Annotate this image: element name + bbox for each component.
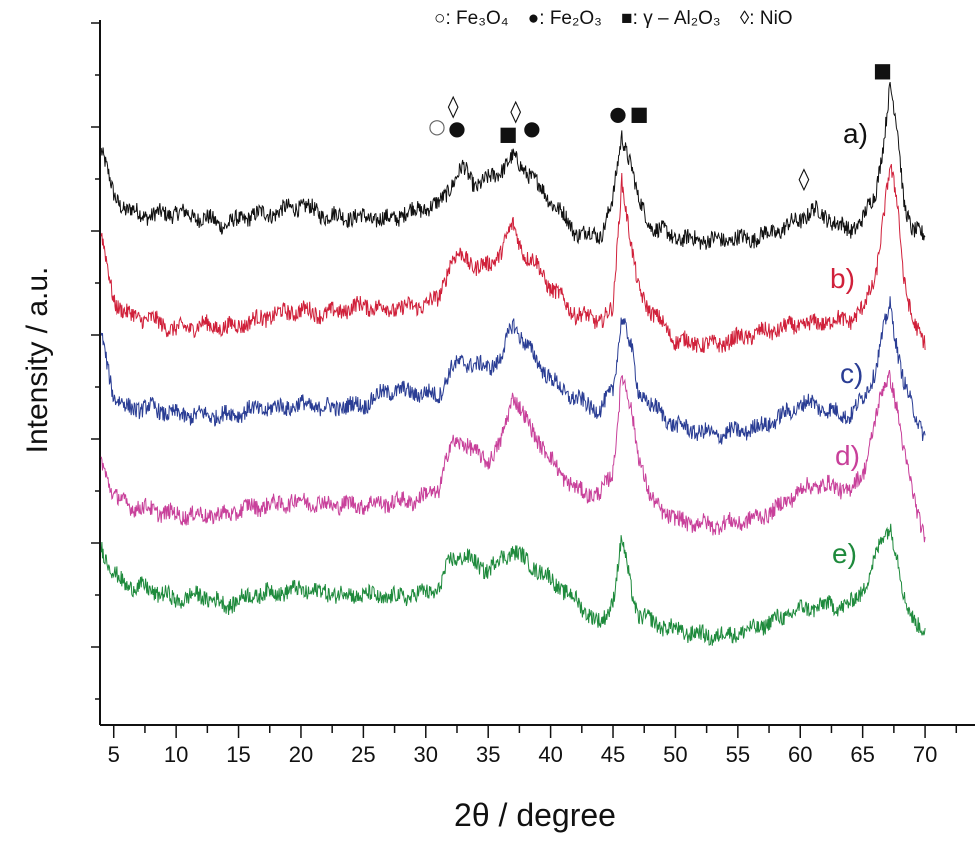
series-line-3	[100, 296, 926, 445]
x-tick-label: 60	[788, 742, 812, 767]
x-tick-label: 70	[913, 742, 937, 767]
x-tick-label: 15	[226, 742, 250, 767]
x-tick-label: 40	[538, 742, 562, 767]
series-line-2	[100, 164, 926, 353]
phase-marker: ●	[609, 102, 626, 126]
x-tick-label: 5	[108, 742, 120, 767]
x-tick-label: 55	[726, 742, 750, 767]
series-label: d)	[835, 440, 860, 471]
x-axis-label: 2θ / degree	[454, 797, 616, 833]
series-line-1	[100, 81, 926, 250]
series-label: c)	[840, 358, 863, 389]
phase-marker: ●	[523, 116, 540, 140]
series-line-5	[100, 523, 926, 646]
x-tick-label: 20	[289, 742, 313, 767]
series-line-4	[100, 369, 926, 543]
phase-marker: ■	[630, 102, 649, 126]
x-tick-label: 65	[850, 742, 874, 767]
phase-marker: ◊	[799, 167, 810, 192]
x-tick-label: 25	[351, 742, 375, 767]
phase-marker: ■	[499, 121, 518, 145]
series-label: b)	[830, 263, 855, 294]
phase-marker: ○	[428, 114, 445, 138]
phase-marker: ●	[448, 116, 465, 140]
legend-entry-fe3o4: ○: Fe₃O₄	[434, 8, 509, 29]
series-label: e)	[832, 538, 857, 569]
x-tick-label: 10	[164, 742, 188, 767]
phase-marker: ◊	[510, 100, 521, 125]
y-axis-label: Intensity / a.u.	[21, 266, 54, 454]
x-tick-label: 50	[663, 742, 687, 767]
legend-entry-fe2o3: ●: Fe₂O₃	[527, 8, 602, 29]
legend: ○: Fe₃O₄ ●: Fe₂O₃ ■: γ – Al₂O₃ ◊: NiO	[434, 8, 807, 30]
legend-entry-nio: ◊: NiO	[739, 8, 793, 29]
phase-marker: ◊	[448, 94, 459, 119]
series-label: a)	[843, 118, 868, 149]
x-tick-label: 30	[414, 742, 438, 767]
x-tick-label: 35	[476, 742, 500, 767]
phase-marker: ■	[873, 58, 892, 82]
x-tick-label: 45	[601, 742, 625, 767]
legend-entry-al2o3: ■: γ – Al₂O₃	[621, 8, 721, 29]
